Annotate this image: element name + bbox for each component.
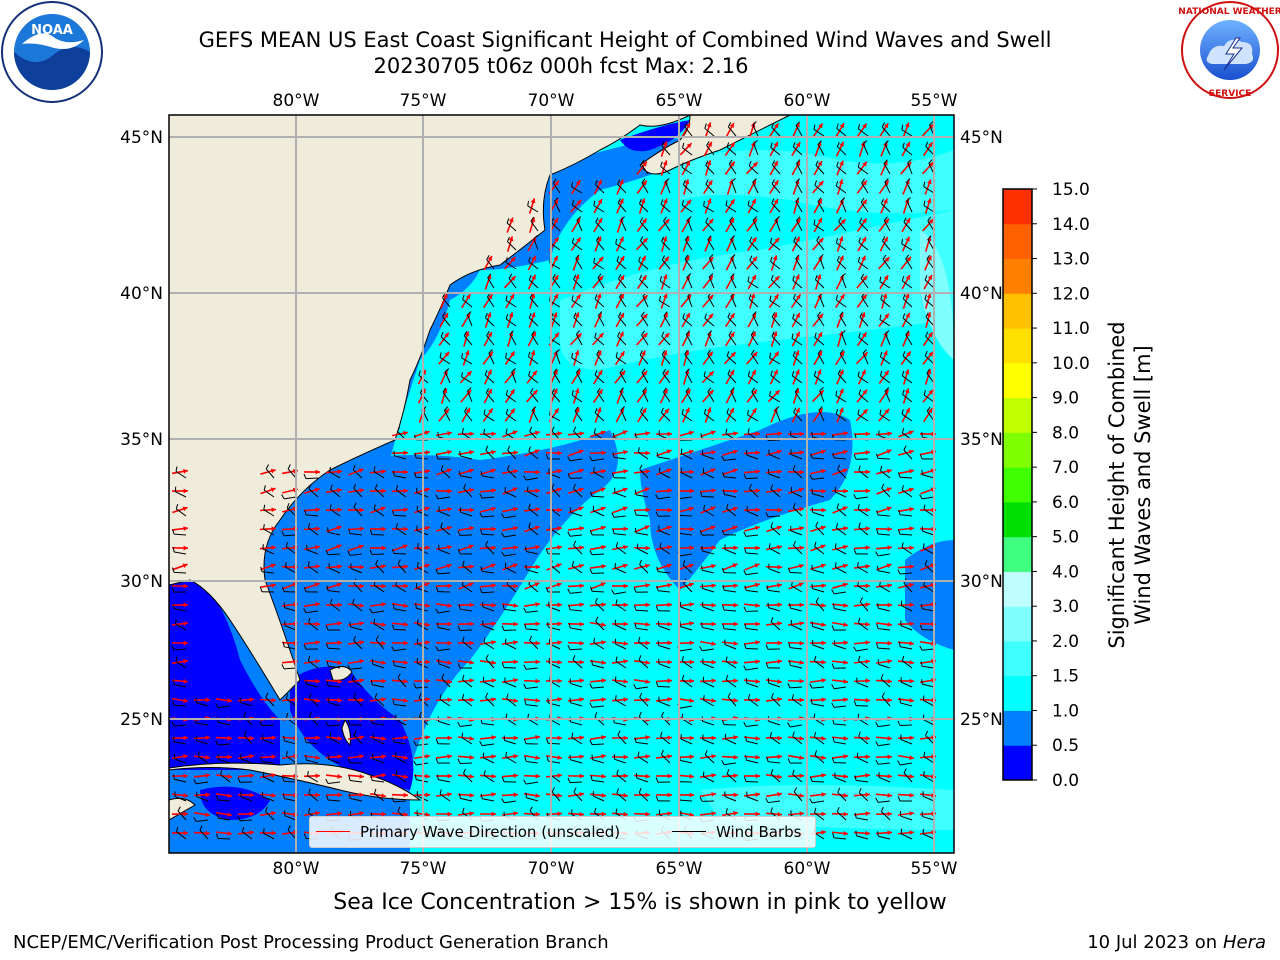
footer-credit: NCEP/EMC/Verification Post Processing Pr…	[13, 932, 609, 953]
lon-label-top: 60°W	[784, 91, 831, 111]
legend-wind-label: Wind Barbs	[716, 823, 802, 841]
colorbar-segment	[1003, 293, 1032, 329]
gridlines	[169, 115, 954, 853]
lat-label-right: 25°N	[960, 710, 1003, 730]
colorbar-segment	[1003, 467, 1032, 503]
colorbar-tick: 1.0	[1052, 701, 1079, 721]
wave-band-0-0	[169, 578, 280, 770]
colorbar: 15.0 14.0 13.0 12.0 11.0 10.0 9.0 8.0 7.0 6.0 5.0 4…	[1002, 180, 1090, 791]
colorbar-tick: 6.0	[1052, 493, 1079, 513]
lat-label-left: 25°N	[120, 710, 163, 730]
map-legend: Primary Wave Direction (unscaled) Wind B…	[309, 816, 816, 848]
colorbar-tick: 5.0	[1052, 528, 1079, 548]
svg-text:SERVICE: SERVICE	[1209, 89, 1252, 99]
colorbar-tick: 11.0	[1052, 319, 1090, 339]
footer-date-text: 10 Jul 2023 on	[1087, 932, 1223, 953]
lon-label-top: 55°W	[911, 91, 958, 111]
colorbar-segment	[1003, 432, 1032, 468]
sea-ice-note: Sea Ice Concentration > 15% is shown in …	[333, 890, 947, 915]
colorbar-segment	[1003, 501, 1032, 538]
land-cuba	[169, 762, 422, 801]
colorbar-tick: 4.0	[1052, 562, 1079, 582]
colorbar-tick: 3.0	[1052, 597, 1079, 617]
colorbar-tick: 0.5	[1052, 736, 1079, 756]
colorbar-segment	[1003, 745, 1032, 781]
colorbar-segment	[1003, 258, 1032, 294]
chart-title: GEFS MEAN US East Coast Significant Heig…	[198, 28, 1052, 52]
lon-label-top: 80°W	[273, 91, 320, 111]
noaa-logo-text: NOAA	[31, 23, 73, 38]
lat-label-right: 45°N	[960, 128, 1003, 148]
noaa-logo: NOAA	[1, 1, 103, 103]
lon-label-top: 75°W	[400, 91, 447, 111]
lat-label-right: 35°N	[960, 430, 1003, 450]
colorbar-tick: 8.0	[1052, 423, 1079, 443]
lon-label-bottom: 55°W	[911, 859, 958, 879]
colorbar-label-line2: Wind Waves and Swell [m]	[1131, 345, 1155, 625]
colorbar-tick: 9.0	[1052, 389, 1079, 409]
lon-label-bottom: 80°W	[273, 859, 320, 879]
map-frame	[168, 114, 955, 854]
colorbar-segment	[1003, 606, 1032, 642]
lon-label-top: 65°W	[656, 91, 703, 111]
colorbar-segment	[1003, 536, 1032, 572]
wave-band-1-5	[560, 210, 954, 370]
wave-direction-swatch	[316, 831, 350, 832]
colorbar-segment	[1003, 362, 1032, 399]
colorbar-tick: 12.0	[1052, 284, 1090, 304]
lat-label-left: 40°N	[120, 284, 163, 304]
nws-logo: NATIONAL WEATHER SERVICE	[1178, 1, 1280, 99]
colorbar-tick: 2.0	[1052, 632, 1079, 652]
svg-text:NATIONAL WEATHER: NATIONAL WEATHER	[1178, 7, 1280, 17]
colorbar-segment	[1003, 189, 1032, 225]
colorbar-segment	[1003, 710, 1032, 746]
lat-label-right: 40°N	[960, 284, 1003, 304]
colorbar-tick: 14.0	[1052, 215, 1090, 235]
wind-barb-swatch	[672, 831, 706, 832]
colorbar-segment	[1003, 397, 1032, 433]
lat-label-right: 30°N	[960, 572, 1003, 592]
chart-subtitle: 20230705 t06z 000h fcst Max: 2.16	[373, 54, 749, 78]
legend-wave-label: Primary Wave Direction (unscaled)	[360, 823, 621, 841]
lon-label-top: 70°W	[528, 91, 575, 111]
lon-label-bottom: 70°W	[528, 859, 575, 879]
wave-band-0-5	[169, 430, 618, 853]
colorbar-tick: 15.0	[1052, 180, 1090, 200]
lon-label-bottom: 60°W	[784, 859, 831, 879]
lon-label-bottom: 65°W	[656, 859, 703, 879]
footer-date: 10 Jul 2023 on Hera	[1087, 932, 1266, 953]
lat-label-left: 30°N	[120, 572, 163, 592]
footer-host: Hera	[1222, 932, 1266, 953]
colorbar-tick: 10.0	[1052, 354, 1090, 374]
colorbar-segment	[1003, 675, 1032, 711]
colorbar-tick: 1.5	[1052, 667, 1079, 687]
colorbar-segment	[1003, 571, 1032, 607]
lat-label-left: 45°N	[120, 128, 163, 148]
lat-label-left: 35°N	[120, 430, 163, 450]
axis-tick-labels: 80°W 80°W 75°W 75°W 70°W 70°W 65°W 65°W 60°W 60°W…	[120, 91, 1003, 879]
colorbar-segment	[1003, 640, 1032, 677]
colorbar-segment	[1003, 223, 1032, 260]
colorbar-tick: 7.0	[1052, 458, 1079, 478]
colorbar-label-line1: Significant Height of Combined	[1105, 321, 1129, 648]
lon-label-bottom: 75°W	[400, 859, 447, 879]
colorbar-tick: 0.0	[1052, 771, 1079, 791]
colorbar-segment	[1003, 328, 1032, 364]
colorbar-tick: 13.0	[1052, 250, 1090, 270]
